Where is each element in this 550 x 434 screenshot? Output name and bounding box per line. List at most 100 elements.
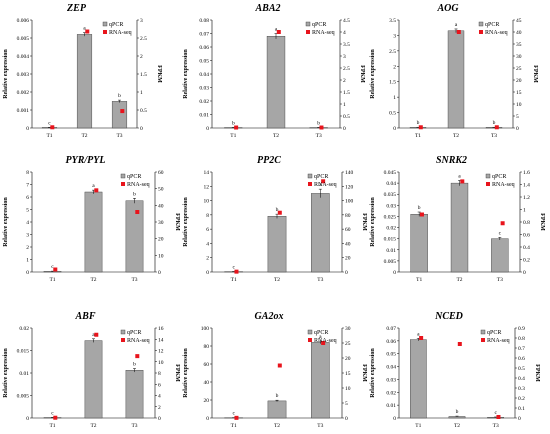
x-tick-label: T2	[453, 133, 459, 139]
significance-letter: c	[51, 264, 54, 270]
significance-letter: a	[455, 22, 458, 28]
y2-tick-label: 10	[516, 102, 522, 108]
bar-qpcr-t3	[491, 238, 509, 273]
y-tick-label: 0.01	[19, 371, 29, 377]
legend-qpcr-icon	[102, 21, 108, 27]
significance-letter: b	[317, 120, 320, 126]
significance-letter: a	[458, 173, 461, 179]
y-tick-label: 0.035	[384, 192, 397, 198]
y2-axis-label: FPKM	[174, 364, 180, 382]
marker-rnaseq-t2	[456, 30, 461, 34]
y-tick-label: 4	[26, 220, 29, 226]
y-tick-label: 20	[204, 398, 210, 404]
y-tick-label: 0.004	[17, 54, 30, 60]
significance-letter: b	[276, 207, 279, 213]
y-tick-label: 0.01	[386, 248, 396, 254]
marker-rnaseq-t1	[234, 415, 239, 420]
y2-axis-label: FPKM	[361, 364, 367, 382]
chart-panel-nced: NCED 0 0.01 0.02 0.03 0.04 0.05 0.06 0.07 0 0.1 0.2…	[370, 311, 540, 429]
x-tick-label: T1	[415, 423, 421, 429]
y-tick-label: 3	[26, 233, 29, 239]
significance-letter: b	[276, 393, 279, 399]
y2-tick-label: 10	[158, 253, 164, 259]
legend-rnaseq-label: RNA-seq	[314, 182, 337, 188]
legend-rnaseq-icon	[121, 182, 125, 186]
y-tick-label: 0.06	[386, 339, 396, 345]
chart-title: AOG	[436, 3, 459, 14]
chart-title: ZEP	[66, 3, 87, 14]
x-tick-label: T1	[49, 423, 55, 429]
legend-rnaseq-icon	[481, 338, 485, 342]
y-tick-label: 6	[26, 195, 29, 201]
x-tick-label: T2	[274, 423, 280, 429]
legend-rnaseq-label: RNA-seq	[127, 338, 150, 344]
y2-tick-label: 0.4	[523, 245, 530, 251]
legend-rnaseq-label: RNA-seq	[109, 30, 132, 36]
y2-tick-label: 0.8	[518, 336, 525, 342]
legend-rnaseq-label: RNA-seq	[312, 30, 335, 36]
legend-qpcr-label: qPCR	[312, 22, 326, 28]
x-tick-label: T3	[491, 133, 497, 139]
y-axis-label: Relative expression	[3, 348, 9, 398]
significance-letter: b	[133, 191, 136, 197]
y-tick-label: 0	[206, 416, 209, 422]
x-tick-label: T3	[131, 423, 137, 429]
y-tick-label: 2.5	[389, 49, 396, 55]
y-tick-label: 12	[204, 184, 210, 190]
y-tick-label: 0.07	[199, 32, 209, 38]
y2-tick-label: 0.3	[518, 386, 525, 392]
y2-tick-label: 20	[345, 256, 351, 262]
x-tick-label: T1	[46, 133, 52, 139]
bar-qpcr-t2	[76, 34, 93, 129]
bar-qpcr-t3	[125, 200, 144, 273]
y2-tick-label: 15	[345, 371, 351, 377]
significance-letter: c	[48, 120, 51, 126]
y-tick-label: 0.02	[386, 226, 396, 232]
significance-letter: b	[232, 120, 235, 126]
chart-title: ABF	[74, 311, 95, 322]
y2-tick-label: 20	[516, 78, 522, 84]
marker-rnaseq-t2	[94, 332, 99, 337]
x-tick-label: T2	[456, 277, 462, 283]
y-tick-label: 0.02	[386, 390, 396, 396]
y-tick-label: 0.001	[17, 108, 30, 114]
y-tick-label: 0.015	[17, 349, 30, 355]
significance-letter: a	[92, 332, 95, 338]
chart-panel-ga2ox: GA2ox 0 20 40 60 80 100 0 5 10 15 20 25 30 Relative ex…	[183, 311, 367, 429]
legend-rnaseq-icon	[479, 30, 483, 34]
chart-panel-abf: ABF 0 0.005 0.01 0.015 0.02 0 2 4 6 8 10 12 14 16 Relat…	[3, 311, 180, 429]
y-tick-label: 100	[201, 326, 210, 332]
legend-qpcr-label: qPCR	[485, 22, 499, 28]
y-tick-label: 8	[26, 170, 29, 176]
bar-qpcr-t3	[311, 193, 330, 273]
y2-tick-label: 30	[345, 326, 351, 332]
y2-tick-label: 0	[523, 270, 526, 276]
significance-letter: a	[92, 183, 95, 189]
y2-tick-label: 20	[158, 237, 164, 243]
y-tick-label: 0.005	[384, 259, 397, 265]
y-tick-label: 0.03	[199, 86, 209, 92]
marker-rnaseq-t3	[494, 125, 499, 130]
legend-rnaseq-label: RNA-seq	[314, 338, 337, 344]
legend-qpcr-label: qPCR	[314, 174, 328, 180]
legend-rnaseq-label: RNA-seq	[492, 182, 515, 188]
y-tick-label: 0.04	[386, 181, 396, 187]
y-tick-label: 2	[206, 256, 209, 262]
y2-tick-label: 1.5	[140, 72, 147, 78]
y-axis-label: Relative expression	[183, 49, 189, 99]
y2-axis-label: FPKM	[539, 213, 545, 231]
y2-tick-label: 1.2	[523, 195, 530, 201]
legend-rnaseq-icon	[486, 182, 490, 186]
y-tick-label: 10	[204, 199, 210, 205]
y2-tick-label: 1	[140, 90, 143, 96]
y2-tick-label: 0.6	[523, 233, 530, 239]
significance-letter: c	[232, 265, 235, 271]
y-tick-label: 0	[26, 270, 29, 276]
significance-letter: b	[418, 205, 421, 211]
marker-rnaseq-t3	[500, 221, 505, 226]
bar-qpcr-t2	[450, 182, 469, 273]
x-tick-label: T2	[273, 133, 279, 139]
y-tick-label: 0.08	[199, 18, 209, 24]
y2-tick-label: 0	[158, 270, 161, 276]
significance-letter: b	[456, 409, 459, 415]
